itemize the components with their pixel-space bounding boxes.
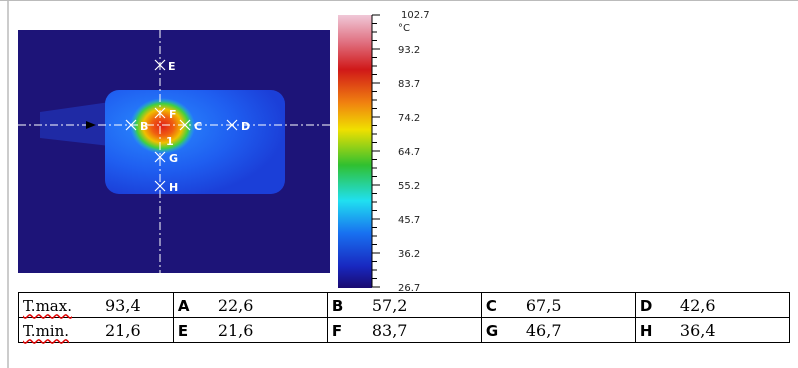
color-bar-label: 64.7 — [398, 147, 420, 158]
cell-key: H — [640, 322, 680, 340]
cell-value: 93,4 — [105, 296, 141, 315]
color-bar-ticks: 102.793.283.774.264.755.245.736.226.7 — [372, 10, 430, 294]
cell-key: D — [640, 297, 680, 315]
cell-value: 21,6 — [218, 321, 254, 340]
marker-label: B — [140, 120, 148, 133]
page: EFBCDGH1 102.793.283.774.264.755.245.736… — [0, 0, 798, 368]
color-bar-label: 102.7 — [401, 10, 430, 21]
cell-value: 42,6 — [680, 296, 716, 315]
cell-value: 22,6 — [218, 296, 254, 315]
color-bar-label: 55.2 — [398, 181, 420, 192]
cell-value: 36,4 — [680, 321, 716, 340]
color-bar-label: 74.2 — [398, 113, 420, 124]
marker-label: E — [168, 60, 176, 73]
color-bar-label: 45.7 — [398, 215, 420, 226]
unit: °C — [398, 23, 410, 34]
table-cell: T.max.93,4 — [19, 293, 174, 318]
cell-key: C — [486, 297, 526, 315]
cell-key: A — [178, 297, 218, 315]
marker-label: F — [169, 108, 177, 121]
cell-value: 46,7 — [526, 321, 562, 340]
color-bar-label: 83.7 — [398, 79, 420, 90]
marker-label: H — [169, 181, 178, 194]
marker-label: 1 — [166, 135, 174, 148]
cell-key: E — [178, 322, 218, 340]
marker-label: C — [194, 120, 202, 133]
color-bar — [338, 15, 372, 288]
cell-key: G — [486, 322, 526, 340]
cell-key: F — [332, 322, 372, 340]
color-bar-label: 93.2 — [398, 45, 420, 56]
cell-key: B — [332, 297, 372, 315]
marker-label: D — [241, 120, 250, 133]
cell-value: 67,5 — [526, 296, 562, 315]
table-cell: T.min.21,6 — [19, 318, 174, 343]
marker-label: G — [169, 152, 178, 165]
color-bar-label: 36.2 — [398, 249, 420, 260]
cell-key: T.min. — [23, 322, 105, 340]
cell-key: T.max. — [23, 297, 105, 315]
cell-value: 57,2 — [372, 296, 408, 315]
cell-value: 21,6 — [105, 321, 141, 340]
cell-value: 83,7 — [372, 321, 408, 340]
